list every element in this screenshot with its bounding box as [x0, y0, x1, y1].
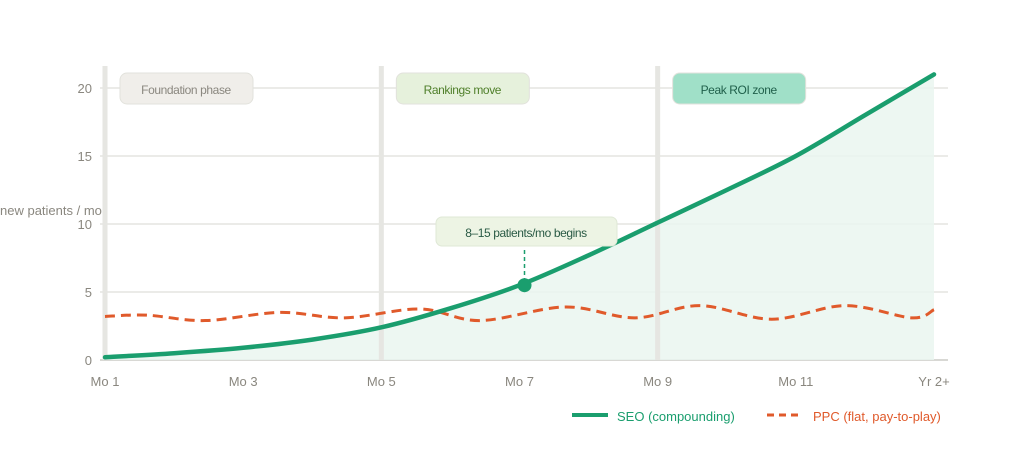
phase-label-box	[395, 72, 530, 105]
y-tick-label: 10	[78, 217, 92, 232]
x-tick-label: Mo 5	[367, 374, 396, 389]
axes: 0 5 10 15 20 Mo 1 Mo 3 Mo 5 Mo 7 Mo 9 Mo 11 Yr 2+	[78, 81, 950, 389]
phase-label: Foundation phase	[141, 83, 231, 97]
seo-area	[105, 74, 934, 361]
annotation-label: 8–15 patients/mo begins	[465, 226, 587, 240]
seo-area-fill	[105, 74, 934, 361]
legend-ppc-label: PPC (flat, pay-to-play)	[813, 409, 941, 424]
phase-label-box	[119, 72, 254, 105]
x-tick-label: Mo 9	[643, 374, 672, 389]
annotation-box	[435, 216, 618, 247]
phase-label: Peak ROI zone	[701, 83, 778, 97]
y-tick-label: 20	[78, 81, 92, 96]
phase-labels: Foundation phase Rankings move Peak ROI zo…	[119, 72, 807, 105]
x-tick-label: Mo 11	[778, 374, 813, 389]
ppc-line	[104, 304, 935, 323]
phase-label: Rankings move	[424, 83, 502, 97]
x-tick-label: Mo 7	[505, 374, 534, 389]
y-tick-label: 0	[85, 353, 92, 368]
x-tick-label: Yr 2+	[918, 374, 949, 389]
annotation: 8–15 patients/mo begins	[435, 216, 618, 293]
annotation-point	[517, 278, 532, 293]
legend: SEO (compounding) PPC (flat, pay-to-play)	[572, 409, 941, 424]
legend-seo-label: SEO (compounding)	[617, 409, 735, 424]
y-axis-label: new patients / mo	[0, 203, 102, 218]
phase-lines	[102, 66, 661, 360]
y-tick-label: 5	[85, 285, 92, 300]
phase-label-box	[672, 72, 807, 105]
x-tick-label: Mo 3	[229, 374, 258, 389]
x-tick-label: Mo 1	[91, 374, 120, 389]
y-tick-label: 15	[78, 149, 92, 164]
